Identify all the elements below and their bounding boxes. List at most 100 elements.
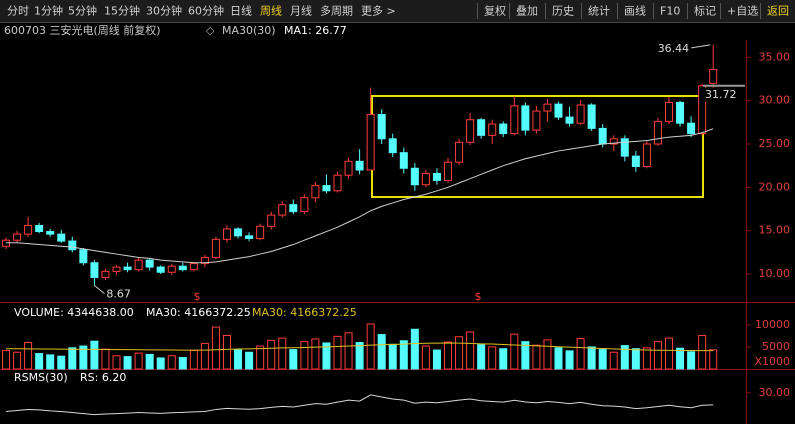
toolbar: [0, 0, 795, 22]
y-tick-label: 35.00: [759, 50, 791, 63]
volume-bar: [620, 345, 629, 370]
indicator-name: MA30(30): [222, 24, 276, 37]
candle-body: [554, 103, 563, 118]
toolbar-button[interactable]: 日线: [230, 4, 252, 18]
volume-bar: [676, 347, 685, 370]
candle-body: [709, 68, 718, 84]
toolbar-button[interactable]: 复权: [484, 4, 506, 18]
high-arrow: [691, 44, 711, 49]
toolbar-button[interactable]: 叠加: [516, 5, 538, 18]
candle-body: [665, 101, 673, 122]
volume-bar: [665, 337, 673, 370]
candle-body: [101, 270, 110, 278]
volume-bar: [388, 343, 397, 370]
volume-bar: [344, 332, 353, 370]
low-label: 8.67: [106, 288, 130, 301]
candle-body: [653, 120, 662, 145]
toolbar-button[interactable]: 更多 >: [361, 4, 396, 18]
candle-body: [178, 265, 187, 271]
unit-label: X1000: [754, 355, 790, 368]
volume-bar: [178, 357, 187, 370]
volume-ma: MA30: 4166372.25: [146, 306, 251, 319]
toolbar-button[interactable]: 历史: [552, 5, 574, 18]
candle-body: [90, 262, 99, 278]
marker: $: [194, 290, 201, 303]
toolbar-button[interactable]: 统计: [588, 5, 610, 18]
candle-body: [68, 240, 77, 251]
volume-bar: [68, 347, 77, 370]
toolbar-button[interactable]: 周线: [260, 4, 282, 18]
toolbar-button[interactable]: 15分钟: [104, 4, 140, 18]
toolbar-button[interactable]: 月线: [290, 4, 312, 18]
candle-body: [565, 116, 574, 124]
candle-body: [477, 119, 486, 136]
volume-bar: [311, 338, 320, 370]
candle-body: [223, 228, 231, 240]
toolbar-button[interactable]: 5分钟: [68, 4, 97, 18]
volume-bar: [488, 346, 497, 370]
toolbar-button[interactable]: F10: [660, 5, 680, 18]
toolbar-button[interactable]: 60分钟: [188, 4, 224, 18]
volume-bar: [35, 353, 44, 370]
rs-title: RSMS(30): [14, 371, 68, 384]
candle-body: [300, 197, 309, 213]
volume-bar: [24, 342, 33, 370]
toolbar-button[interactable]: 30分钟: [146, 4, 182, 18]
candle-body: [366, 114, 375, 171]
stock-title: 600703 三安光电(周线 前复权): [4, 23, 161, 37]
candle-body: [322, 185, 331, 192]
volume-bar: [101, 348, 110, 370]
candle-body: [410, 167, 419, 186]
volume-bar: [123, 356, 132, 370]
toolbar-button[interactable]: 多周期: [320, 4, 353, 18]
toolbar-button[interactable]: 分时: [7, 5, 29, 18]
ma-value: MA1: 26.77: [284, 24, 347, 37]
candle-body: [587, 104, 596, 129]
volume-bar: [532, 344, 541, 370]
volume-bar: [642, 347, 651, 370]
y-tick-label: 15.00: [759, 224, 791, 237]
volume-bar: [587, 346, 596, 370]
candle-body: [112, 266, 121, 272]
candle-body: [676, 101, 685, 124]
volume-bar: [256, 345, 265, 370]
volume-bar: [333, 335, 342, 370]
candle-body: [388, 138, 397, 154]
volume-bar: [134, 352, 143, 370]
toolbar-button[interactable]: 画线: [624, 4, 646, 18]
rs-line: [5, 394, 714, 416]
candle-body: [278, 204, 287, 216]
volume-bar: [421, 345, 430, 370]
rs-value: RS: 6.20: [80, 371, 126, 384]
volume-bar: [510, 333, 519, 370]
volume-bar: [322, 342, 331, 370]
volume-bar: [554, 347, 563, 370]
candle-body: [156, 266, 165, 273]
volume-bar: [189, 349, 198, 370]
candle-body: [134, 259, 143, 271]
candle-body: [13, 233, 22, 241]
candle-body: [521, 105, 530, 131]
toolbar-button[interactable]: 1分钟: [34, 4, 63, 18]
candle-body: [609, 138, 618, 145]
candle-body: [245, 235, 254, 239]
toolbar-button[interactable]: +自选: [727, 5, 758, 18]
toolbar-button[interactable]: 标记: [694, 4, 716, 18]
volume-bar: [211, 326, 220, 370]
y-tick-label: 30.00: [759, 94, 791, 107]
y-tick-label: 10000: [755, 318, 790, 331]
y-tick-label: 5000: [762, 340, 790, 353]
volume-bar: [598, 349, 607, 370]
toolbar-button[interactable]: 返回: [767, 5, 789, 18]
volume-bar: [13, 351, 22, 370]
volume-bar: [410, 328, 419, 370]
y-tick-label: 25.00: [759, 137, 791, 150]
candle-body: [488, 123, 497, 136]
volume-ma-line: [5, 342, 714, 352]
volume-bar: [234, 349, 243, 370]
candle-body: [289, 204, 298, 213]
candle-body: [455, 141, 464, 163]
candle-body: [123, 266, 132, 271]
